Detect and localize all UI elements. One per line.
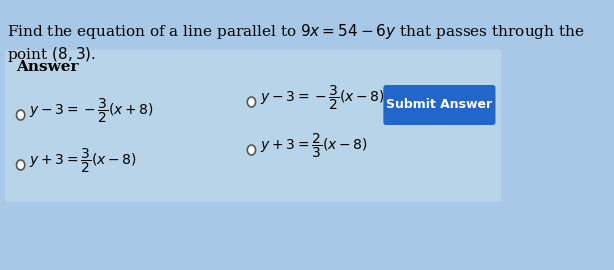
FancyBboxPatch shape bbox=[5, 50, 501, 202]
Text: point $(8, 3)$.: point $(8, 3)$. bbox=[7, 45, 96, 64]
Text: $y+3=\dfrac{2}{3}(x-8)$: $y+3=\dfrac{2}{3}(x-8)$ bbox=[260, 132, 367, 160]
Text: Answer: Answer bbox=[17, 60, 79, 74]
Text: $y-3=-\dfrac{3}{2}(x-8)$: $y-3=-\dfrac{3}{2}(x-8)$ bbox=[260, 84, 384, 112]
Text: Submit Answer: Submit Answer bbox=[386, 99, 492, 112]
Circle shape bbox=[17, 160, 25, 170]
Text: $y-3=-\dfrac{3}{2}(x+8)$: $y-3=-\dfrac{3}{2}(x+8)$ bbox=[29, 97, 154, 125]
FancyBboxPatch shape bbox=[383, 85, 495, 125]
Circle shape bbox=[17, 110, 25, 120]
Text: Find the equation of a line parallel to $9x = 54 - 6y$ that passes through the: Find the equation of a line parallel to … bbox=[7, 22, 584, 41]
Circle shape bbox=[247, 97, 255, 107]
Text: $y+3=\dfrac{3}{2}(x-8)$: $y+3=\dfrac{3}{2}(x-8)$ bbox=[29, 147, 136, 175]
Circle shape bbox=[247, 145, 255, 155]
